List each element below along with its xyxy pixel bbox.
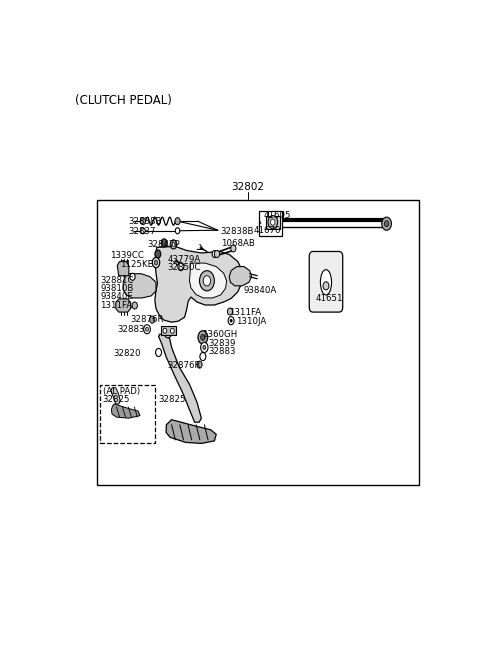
Circle shape	[197, 361, 202, 368]
Text: 1125KE: 1125KE	[120, 260, 153, 268]
Text: 32838B: 32838B	[129, 216, 162, 226]
Polygon shape	[123, 274, 156, 298]
Circle shape	[161, 239, 167, 247]
Bar	[100, 385, 155, 443]
Polygon shape	[166, 420, 216, 443]
Text: 32825: 32825	[158, 396, 186, 405]
Circle shape	[200, 352, 206, 361]
Text: 32883: 32883	[208, 348, 236, 356]
Circle shape	[201, 342, 208, 352]
Text: 1360GH: 1360GH	[202, 330, 237, 338]
Polygon shape	[190, 263, 227, 298]
Circle shape	[271, 219, 275, 225]
Circle shape	[175, 218, 180, 225]
Text: 32883: 32883	[118, 325, 145, 335]
Circle shape	[382, 217, 392, 230]
Polygon shape	[155, 247, 242, 322]
Circle shape	[323, 282, 329, 290]
Text: 32802: 32802	[231, 182, 264, 192]
Text: 32825: 32825	[103, 396, 130, 405]
Text: 32876R: 32876R	[131, 315, 164, 323]
Text: (AL PAD): (AL PAD)	[103, 388, 140, 396]
Circle shape	[170, 328, 174, 333]
Text: 41605: 41605	[264, 211, 291, 220]
Circle shape	[230, 319, 232, 322]
Circle shape	[384, 220, 389, 227]
Bar	[259, 211, 282, 236]
Circle shape	[132, 302, 137, 309]
Polygon shape	[111, 404, 140, 418]
Circle shape	[203, 276, 211, 286]
Text: 32847P: 32847P	[147, 240, 180, 249]
Text: 93840A: 93840A	[243, 287, 276, 295]
Text: 32837: 32837	[129, 227, 156, 236]
Text: 32876R: 32876R	[168, 361, 202, 370]
Circle shape	[201, 335, 205, 340]
Text: 1311FA: 1311FA	[100, 301, 132, 310]
Circle shape	[215, 251, 219, 258]
Circle shape	[231, 245, 236, 252]
Circle shape	[200, 271, 215, 291]
Circle shape	[141, 228, 145, 234]
Polygon shape	[117, 262, 129, 276]
Ellipse shape	[321, 270, 332, 295]
Circle shape	[228, 308, 233, 315]
Circle shape	[203, 346, 206, 350]
Circle shape	[152, 258, 160, 268]
Circle shape	[130, 273, 135, 280]
Text: 43779A: 43779A	[168, 255, 201, 264]
Bar	[266, 216, 280, 229]
Polygon shape	[111, 388, 120, 404]
Polygon shape	[116, 299, 131, 312]
Polygon shape	[158, 335, 202, 422]
Bar	[161, 326, 176, 335]
Text: 32850C: 32850C	[168, 262, 202, 272]
Polygon shape	[229, 266, 252, 286]
Text: 93810B: 93810B	[100, 284, 133, 293]
Circle shape	[163, 328, 167, 333]
Bar	[97, 200, 419, 485]
Circle shape	[156, 348, 162, 357]
Text: 32881C: 32881C	[100, 276, 133, 285]
Text: 1068AB: 1068AB	[221, 239, 254, 249]
Text: 1339CC: 1339CC	[110, 251, 144, 260]
Text: 1311FA: 1311FA	[229, 308, 262, 317]
Text: 32820: 32820	[113, 348, 141, 358]
Circle shape	[212, 251, 217, 258]
Circle shape	[170, 240, 177, 249]
Circle shape	[155, 250, 161, 258]
Text: 32838B: 32838B	[220, 227, 253, 236]
Circle shape	[150, 316, 155, 323]
Circle shape	[268, 216, 277, 229]
Circle shape	[178, 262, 184, 271]
Circle shape	[175, 228, 180, 234]
Circle shape	[154, 260, 158, 265]
Circle shape	[144, 325, 150, 334]
Circle shape	[172, 242, 175, 247]
Text: (CLUTCH PEDAL): (CLUTCH PEDAL)	[75, 94, 172, 107]
Circle shape	[228, 317, 234, 325]
Text: 32839: 32839	[208, 339, 235, 348]
Text: 1310JA: 1310JA	[236, 318, 266, 326]
Circle shape	[145, 327, 148, 331]
FancyBboxPatch shape	[309, 251, 343, 312]
Circle shape	[198, 331, 208, 344]
Text: 41670: 41670	[253, 226, 281, 235]
Circle shape	[140, 218, 145, 225]
Circle shape	[164, 328, 172, 338]
Text: 93840E: 93840E	[100, 293, 133, 301]
Text: 41651: 41651	[316, 294, 343, 303]
